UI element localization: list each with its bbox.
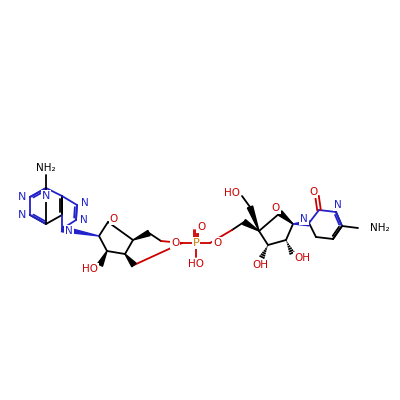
Polygon shape (98, 251, 107, 266)
Text: N: N (18, 192, 26, 202)
Text: O: O (309, 187, 317, 197)
Polygon shape (125, 254, 136, 267)
Text: O: O (171, 238, 179, 248)
Polygon shape (278, 211, 293, 224)
Text: N: N (81, 198, 89, 208)
Text: OH: OH (252, 260, 268, 270)
Text: N: N (65, 226, 73, 236)
Polygon shape (242, 220, 259, 231)
Text: NH₂: NH₂ (370, 223, 390, 233)
Text: HO: HO (82, 264, 98, 274)
Text: OH: OH (294, 253, 310, 263)
Text: O: O (197, 222, 205, 232)
Text: O: O (110, 214, 118, 224)
Text: NH₂: NH₂ (36, 163, 56, 173)
Text: N: N (300, 214, 308, 224)
Text: N: N (18, 210, 26, 220)
Polygon shape (293, 220, 309, 226)
Polygon shape (247, 206, 259, 231)
Text: HO: HO (188, 259, 204, 269)
Polygon shape (133, 230, 150, 240)
Text: N: N (334, 200, 342, 210)
Text: HO: HO (224, 188, 240, 198)
Text: N: N (80, 215, 88, 225)
Text: O: O (272, 203, 280, 213)
Text: O: O (213, 238, 221, 248)
Polygon shape (62, 226, 99, 236)
Text: P: P (193, 238, 199, 248)
Text: N: N (42, 191, 50, 201)
